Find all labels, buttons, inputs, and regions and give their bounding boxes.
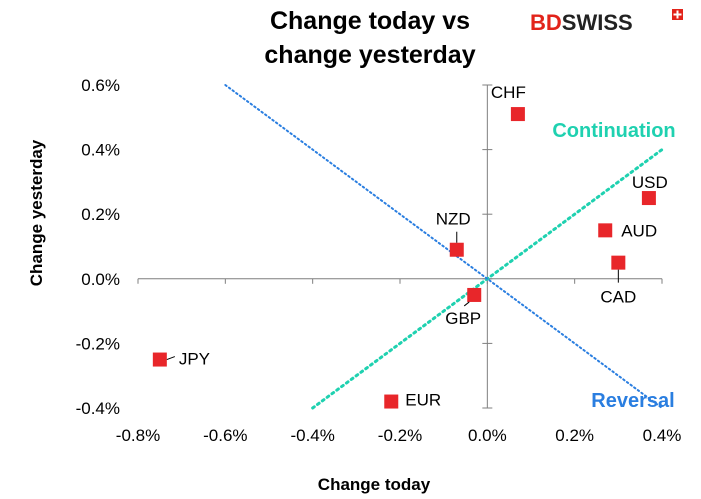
x-tick-label: -0.6% bbox=[203, 426, 247, 445]
point-label-jpy: JPY bbox=[179, 350, 210, 369]
y-tick-label: -0.4% bbox=[76, 399, 120, 418]
gbp-leader-line bbox=[463, 301, 470, 307]
y-axis-label: Change yesterday bbox=[27, 139, 46, 286]
reversal-label: Reversal bbox=[591, 390, 674, 412]
data-points: CHF USD AUD CAD NZD GBP JPY EUR bbox=[152, 83, 668, 410]
point-marker-chf bbox=[510, 107, 525, 122]
continuation-label: Continuation bbox=[552, 120, 675, 142]
point-marker-jpy bbox=[152, 352, 167, 367]
brand-name-part2: SWISS bbox=[562, 10, 633, 35]
y-tick-label: 0.4% bbox=[81, 141, 120, 160]
x-tick-label: -0.8% bbox=[116, 426, 160, 445]
point-label-nzd: NZD bbox=[436, 210, 471, 229]
x-tick-label: -0.2% bbox=[378, 426, 422, 445]
point-marker-cad bbox=[611, 255, 626, 270]
axes: -0.8% -0.6% -0.4% -0.2% 0.0% 0.2% 0.4% -0.4% -0.… bbox=[76, 76, 682, 445]
x-tick-label: 0.4% bbox=[643, 426, 682, 445]
point-label-chf: CHF bbox=[491, 83, 526, 102]
point-marker-usd bbox=[641, 191, 656, 206]
y-tick-label: 0.2% bbox=[81, 205, 120, 224]
chart-title-line2: change yesterday bbox=[264, 41, 475, 69]
reversal-trend-line bbox=[224, 84, 663, 409]
brand-name-part1: BD bbox=[530, 10, 562, 35]
point-marker-aud bbox=[598, 223, 613, 238]
point-label-aud: AUD bbox=[621, 221, 657, 240]
x-tick-label: 0.2% bbox=[555, 426, 594, 445]
trend-lines bbox=[224, 84, 664, 410]
y-tick-label: -0.2% bbox=[76, 334, 120, 353]
y-tick-label: 0.6% bbox=[81, 76, 120, 95]
point-marker-gbp bbox=[467, 287, 482, 302]
point-label-gbp: GBP bbox=[445, 309, 481, 328]
jpy-leader-line bbox=[166, 356, 176, 361]
x-tick-label: 0.0% bbox=[468, 426, 507, 445]
x-tick-label: -0.4% bbox=[290, 426, 334, 445]
point-label-cad: CAD bbox=[600, 288, 636, 307]
y-tick-label: 0.0% bbox=[81, 270, 120, 289]
point-label-usd: USD bbox=[632, 173, 668, 192]
point-marker-eur bbox=[384, 394, 399, 409]
chart-title-line1: Change today vs bbox=[270, 7, 470, 35]
svg-text:BDSWISS: BDSWISS bbox=[530, 10, 633, 35]
swiss-cross-icon bbox=[672, 9, 683, 20]
point-marker-nzd bbox=[449, 242, 464, 257]
brand-logo: BDSWISS bbox=[530, 9, 683, 35]
point-label-eur: EUR bbox=[405, 391, 441, 410]
x-axis-label: Change today bbox=[318, 475, 431, 494]
